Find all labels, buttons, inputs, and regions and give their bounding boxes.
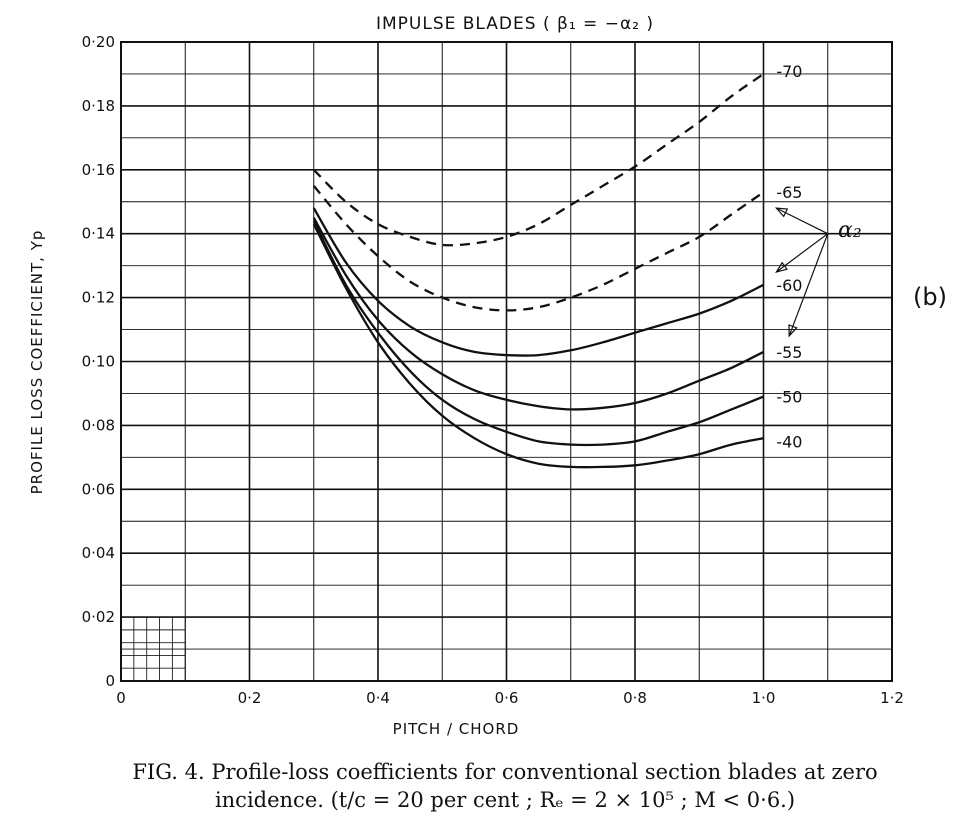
curve-label: -55 — [776, 343, 802, 362]
series-line-minus-60 — [312, 207, 765, 357]
figure-caption: FIG. 4. Profile-loss coefficients for co… — [60, 758, 950, 814]
x-tick-label: 0·2 — [238, 689, 262, 707]
y-tick-label: 0·02 — [82, 608, 115, 626]
tick-labels: 0 0·2 0·4 0·6 0·8 1·0 1·2 0 0·02 0·04 0·06 0·08 0·10… — [82, 33, 904, 707]
x-tick-label: 1·2 — [880, 689, 904, 707]
curve-labels: -70 -65 -60 -55 -50 -40 — [776, 62, 802, 452]
x-tick-label: 0 — [116, 689, 126, 707]
series-line-minus-50 — [312, 220, 764, 447]
curve-label: -65 — [776, 183, 802, 202]
caption-line-1: FIG. 4. Profile-loss coefficients for co… — [132, 760, 878, 784]
y-axis-title: PROFILE LOSS COEFFICIENT, Yp — [28, 230, 46, 495]
alpha-arrow-head — [775, 261, 788, 274]
panel-label: (b) — [913, 283, 947, 311]
curve-label: -50 — [776, 388, 802, 407]
series-line-minus-40 — [312, 223, 764, 469]
grid — [120, 41, 893, 682]
curve-label: -60 — [776, 276, 802, 295]
plot-frame — [120, 41, 893, 682]
y-tick-label: 0·20 — [82, 33, 115, 51]
alpha-arrow-head — [774, 207, 789, 218]
curve-label: -70 — [776, 62, 802, 81]
x-tick-label: 1·0 — [752, 689, 776, 707]
y-tick-label: 0 — [105, 672, 115, 690]
y-tick-label: 0·04 — [82, 544, 115, 562]
y-tick-label: 0·12 — [82, 289, 115, 307]
alpha-arrows — [774, 207, 829, 338]
alpha-arrow-line — [776, 207, 829, 235]
y-tick-label: 0·10 — [82, 353, 115, 371]
series-line-minus-70 — [312, 73, 765, 247]
alpha-label: α₂ — [838, 218, 862, 243]
y-tick-label: 0·06 — [82, 480, 115, 498]
x-tick-label: 0·6 — [495, 689, 519, 707]
series-group — [312, 73, 765, 469]
y-tick-label: 0·18 — [82, 97, 115, 115]
alpha-arrow-line — [788, 233, 829, 337]
caption-line-2: incidence. (t/c = 20 per cent ; Rₑ = 2 ×… — [214, 788, 796, 812]
x-tick-label: 0·4 — [366, 689, 390, 707]
chart: 0 0·2 0·4 0·6 0·8 1·0 1·2 0 0·02 0·04 0·06 0·08 0·10… — [28, 14, 947, 738]
x-tick-label: 0·8 — [623, 689, 647, 707]
chart-title: IMPULSE BLADES ( β₁ = −α₂ ) — [376, 14, 654, 34]
curve-label: -40 — [776, 432, 802, 451]
alpha-arrow-head — [788, 324, 798, 338]
y-tick-label: 0·16 — [82, 161, 115, 179]
series-line-minus-55 — [312, 217, 765, 411]
x-axis-title: PITCH / CHORD — [393, 720, 520, 738]
series-line-minus-65 — [312, 185, 765, 312]
y-tick-label: 0·08 — [82, 416, 115, 434]
y-tick-label: 0·14 — [82, 225, 115, 243]
